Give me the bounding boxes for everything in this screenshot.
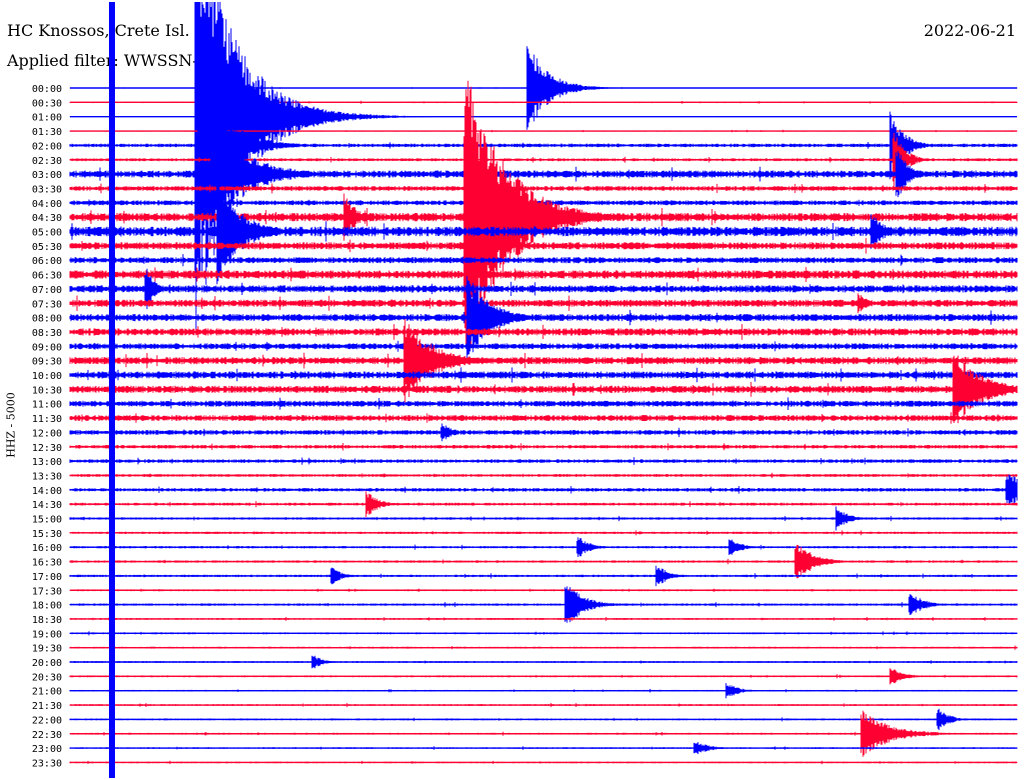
row-time-label: 17:00 <box>32 572 62 583</box>
row-time-label: 06:30 <box>32 271 62 282</box>
date-label: 2022-06-21 <box>923 21 1016 40</box>
row-time-label: 03:00 <box>32 170 62 181</box>
row-time-label: 18:00 <box>32 601 62 612</box>
row-time-label: 01:00 <box>32 113 62 124</box>
row-time-label: 21:00 <box>32 687 62 698</box>
row-time-label: 09:00 <box>32 342 62 353</box>
row-time-label: 00:30 <box>32 98 62 109</box>
row-time-label: 11:30 <box>32 414 62 425</box>
row-time-label: 20:30 <box>32 672 62 683</box>
row-time-label: 04:30 <box>32 213 62 224</box>
row-time-label: 02:00 <box>32 141 62 152</box>
row-time-label: 08:00 <box>32 314 62 325</box>
row-time-label: 12:00 <box>32 428 62 439</box>
row-time-label: 15:00 <box>32 515 62 526</box>
row-time-label: 23:30 <box>32 758 62 769</box>
row-time-label: 07:00 <box>32 285 62 296</box>
row-time-label: 16:00 <box>32 543 62 554</box>
row-time-label: 04:00 <box>32 199 62 210</box>
row-time-label: 18:30 <box>32 615 62 626</box>
row-time-label: 07:30 <box>32 299 62 310</box>
row-time-label: 11:00 <box>32 400 62 411</box>
row-time-label: 05:30 <box>32 242 62 253</box>
row-time-label: 09:30 <box>32 357 62 368</box>
row-time-label: 17:30 <box>32 586 62 597</box>
row-time-label: 10:30 <box>32 385 62 396</box>
row-time-label: 22:00 <box>32 715 62 726</box>
row-time-label: 05:00 <box>32 228 62 239</box>
row-time-label: 23:00 <box>32 744 62 755</box>
row-time-label: 20:00 <box>32 658 62 669</box>
row-time-label: 08:30 <box>32 328 62 339</box>
row-time-label: 13:00 <box>32 457 62 468</box>
row-time-label: 13:30 <box>32 471 62 482</box>
row-time-label: 22:30 <box>32 730 62 741</box>
row-time-label: 03:30 <box>32 184 62 195</box>
station-title: HC Knossos, Crete Isl. <box>7 21 190 40</box>
row-time-label: 16:30 <box>32 558 62 569</box>
row-time-label: 06:00 <box>32 256 62 267</box>
row-time-label: 14:00 <box>32 486 62 497</box>
row-time-label: 21:30 <box>32 701 62 712</box>
row-time-label: 10:00 <box>32 371 62 382</box>
row-time-label: 12:30 <box>32 443 62 454</box>
row-time-label: 14:30 <box>32 500 62 511</box>
continuous-signal-band <box>108 2 115 778</box>
row-time-label: 19:00 <box>32 629 62 640</box>
row-time-label: 19:30 <box>32 644 62 655</box>
row-time-label: 02:30 <box>32 156 62 167</box>
row-time-label: 01:30 <box>32 127 62 138</box>
row-time-label: 15:30 <box>32 529 62 540</box>
row-time-label: 00:00 <box>32 84 62 95</box>
